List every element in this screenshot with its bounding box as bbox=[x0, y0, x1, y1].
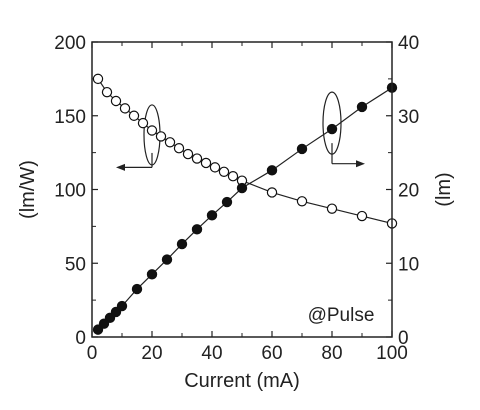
efficacy-point bbox=[218, 166, 230, 177]
left-y-tick-label: 150 bbox=[54, 107, 86, 128]
right-arrowhead bbox=[356, 160, 365, 168]
right-y-tick-label: 10 bbox=[398, 254, 419, 275]
efficacy-point bbox=[119, 103, 131, 114]
flux-point bbox=[161, 254, 173, 265]
flux-point bbox=[326, 123, 338, 135]
efficacy-point bbox=[173, 142, 185, 154]
left-y-tick-label: 200 bbox=[54, 33, 86, 54]
flux-point bbox=[131, 283, 143, 295]
right-y-axis-title: (lm) bbox=[433, 172, 455, 206]
pulse-annotation: @Pulse bbox=[308, 305, 375, 326]
efficacy-point bbox=[200, 157, 212, 169]
x-tick-label: 100 bbox=[376, 343, 408, 364]
efficacy-point bbox=[356, 210, 368, 222]
x-tick-label: 80 bbox=[321, 343, 342, 364]
x-tick-label: 20 bbox=[141, 343, 162, 364]
x-tick-label: 60 bbox=[261, 343, 282, 364]
efficacy-line bbox=[97, 78, 393, 225]
flux-point bbox=[296, 143, 308, 155]
efficacy-point bbox=[128, 110, 140, 121]
flux-point bbox=[176, 238, 188, 250]
right-y-tick-label: 40 bbox=[398, 33, 419, 54]
left-y-axis-title: (lm/W) bbox=[17, 160, 39, 219]
efficacy-point bbox=[92, 73, 104, 85]
efficacy-point bbox=[191, 153, 203, 164]
efficacy-point bbox=[182, 148, 194, 160]
x-tick-label: 40 bbox=[201, 343, 222, 364]
left-y-tick-label: 0 bbox=[75, 328, 86, 349]
flux-point bbox=[206, 210, 218, 221]
flux-point bbox=[146, 269, 158, 280]
efficacy-point bbox=[101, 86, 113, 98]
left-y-tick-label: 100 bbox=[54, 181, 86, 202]
right-y-tick-label: 0 bbox=[398, 328, 409, 349]
left-arrowhead bbox=[116, 163, 125, 171]
efficacy-point bbox=[209, 162, 221, 173]
series-points bbox=[92, 73, 398, 335]
series-lines bbox=[97, 78, 393, 331]
x-axis-title: Current (mA) bbox=[184, 370, 300, 392]
efficacy-point bbox=[146, 125, 158, 136]
annotations-group bbox=[116, 91, 365, 171]
plot-frame bbox=[91, 41, 393, 338]
flux-point bbox=[266, 165, 278, 176]
right-y-tick-label: 30 bbox=[398, 107, 419, 128]
flux-point bbox=[191, 224, 203, 235]
flux-point bbox=[116, 300, 128, 312]
efficacy-point bbox=[110, 95, 122, 107]
efficacy-point bbox=[227, 171, 239, 182]
right-y-tick-label: 20 bbox=[398, 181, 419, 202]
flux-point bbox=[221, 196, 233, 208]
flux-point bbox=[356, 101, 368, 113]
efficacy-point bbox=[164, 137, 176, 148]
flux-point bbox=[236, 182, 248, 194]
efficacy-point bbox=[326, 203, 338, 214]
efficacy-point bbox=[137, 117, 149, 129]
efficacy-point bbox=[296, 196, 308, 207]
efficacy-point bbox=[155, 131, 167, 142]
efficacy-point bbox=[266, 187, 278, 198]
left-y-tick-label: 50 bbox=[65, 254, 86, 275]
x-tick-label: 0 bbox=[87, 343, 98, 364]
